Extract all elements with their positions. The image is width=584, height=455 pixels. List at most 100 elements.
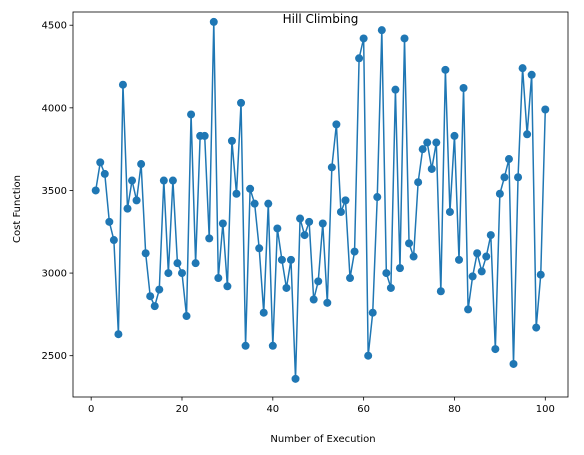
data-point — [405, 239, 414, 248]
series-line — [94, 21, 547, 380]
data-point — [346, 274, 355, 283]
data-point — [414, 178, 423, 187]
data-point — [164, 269, 173, 278]
data-point — [541, 105, 550, 114]
data-point — [187, 110, 196, 119]
x-tick-label: 0 — [88, 404, 94, 415]
data-point — [486, 231, 495, 240]
data-point — [459, 84, 468, 93]
data-point — [214, 274, 223, 283]
data-point — [273, 224, 282, 233]
data-point — [327, 163, 336, 172]
data-point — [314, 277, 323, 286]
data-point — [514, 173, 523, 182]
data-point — [477, 267, 486, 276]
data-point — [277, 255, 286, 264]
data-point — [96, 158, 105, 167]
data-point — [132, 196, 141, 205]
data-point — [246, 184, 255, 193]
data-point — [464, 305, 473, 314]
data-point — [250, 199, 259, 208]
data-point — [318, 219, 327, 228]
data-point — [255, 244, 264, 253]
data-point — [350, 247, 359, 256]
data-point — [427, 164, 436, 173]
plot-frame — [72, 11, 569, 398]
data-point — [227, 136, 236, 145]
data-point — [309, 295, 318, 304]
data-point — [359, 34, 368, 43]
data-point — [200, 131, 209, 140]
data-point — [504, 155, 513, 164]
data-point — [150, 302, 159, 311]
y-tick-label: 3000 — [42, 269, 67, 280]
data-point — [491, 345, 500, 354]
data-point — [418, 145, 427, 154]
x-axis-ticks: 0 20 40 60 80 100 — [88, 397, 555, 415]
data-point — [296, 214, 305, 223]
data-point — [482, 252, 491, 261]
data-point — [386, 283, 395, 292]
data-point — [332, 120, 341, 129]
data-point — [209, 17, 218, 26]
data-point — [373, 193, 382, 202]
data-point — [395, 264, 404, 273]
data-point — [168, 176, 177, 185]
data-point — [305, 217, 314, 226]
data-point — [100, 169, 109, 178]
y-tick-label: 3500 — [42, 186, 67, 197]
data-point — [109, 236, 118, 245]
chart-title: Hill Climbing — [283, 12, 359, 26]
data-point — [191, 259, 200, 268]
data-point — [468, 272, 477, 281]
data-point — [137, 160, 146, 169]
x-tick-label: 60 — [357, 404, 370, 415]
data-point — [218, 219, 227, 228]
x-tick-label: 20 — [176, 404, 189, 415]
data-point — [527, 70, 536, 79]
y-tick-label: 4000 — [42, 103, 67, 114]
data-point — [118, 80, 127, 89]
data-point — [336, 207, 345, 216]
data-point — [436, 287, 445, 296]
data-point — [141, 249, 150, 258]
data-point — [91, 186, 100, 195]
x-axis-label: Number of Execution — [270, 434, 375, 445]
data-point — [341, 196, 350, 205]
data-point — [291, 374, 300, 383]
data-point — [518, 64, 527, 73]
y-tick-label: 4500 — [42, 21, 67, 32]
data-point — [128, 176, 137, 185]
data-point — [173, 259, 182, 268]
data-point — [237, 98, 246, 107]
data-point — [114, 330, 123, 339]
data-point — [495, 189, 504, 198]
data-point — [155, 285, 164, 294]
data-point — [423, 138, 432, 147]
y-axis-ticks: 2500 3000 3500 4000 4500 — [42, 21, 73, 362]
data-point — [300, 231, 309, 240]
data-point — [509, 359, 518, 368]
data-point — [500, 173, 509, 182]
data-point — [282, 283, 291, 292]
data-point — [146, 292, 155, 301]
data-point — [377, 26, 386, 35]
data-point — [232, 189, 241, 198]
data-point — [205, 234, 214, 243]
data-point — [241, 341, 250, 350]
data-point — [182, 312, 191, 321]
data-point — [268, 341, 277, 350]
data-point — [123, 204, 132, 213]
data-point — [105, 217, 114, 226]
data-point — [223, 282, 232, 291]
data-point — [455, 255, 464, 264]
data-point — [259, 308, 268, 317]
data-point — [441, 65, 450, 74]
data-point — [264, 199, 273, 208]
data-point — [532, 323, 541, 332]
data-point — [159, 176, 168, 185]
series-group — [91, 17, 550, 383]
data-point — [450, 131, 459, 140]
data-point — [355, 54, 364, 63]
